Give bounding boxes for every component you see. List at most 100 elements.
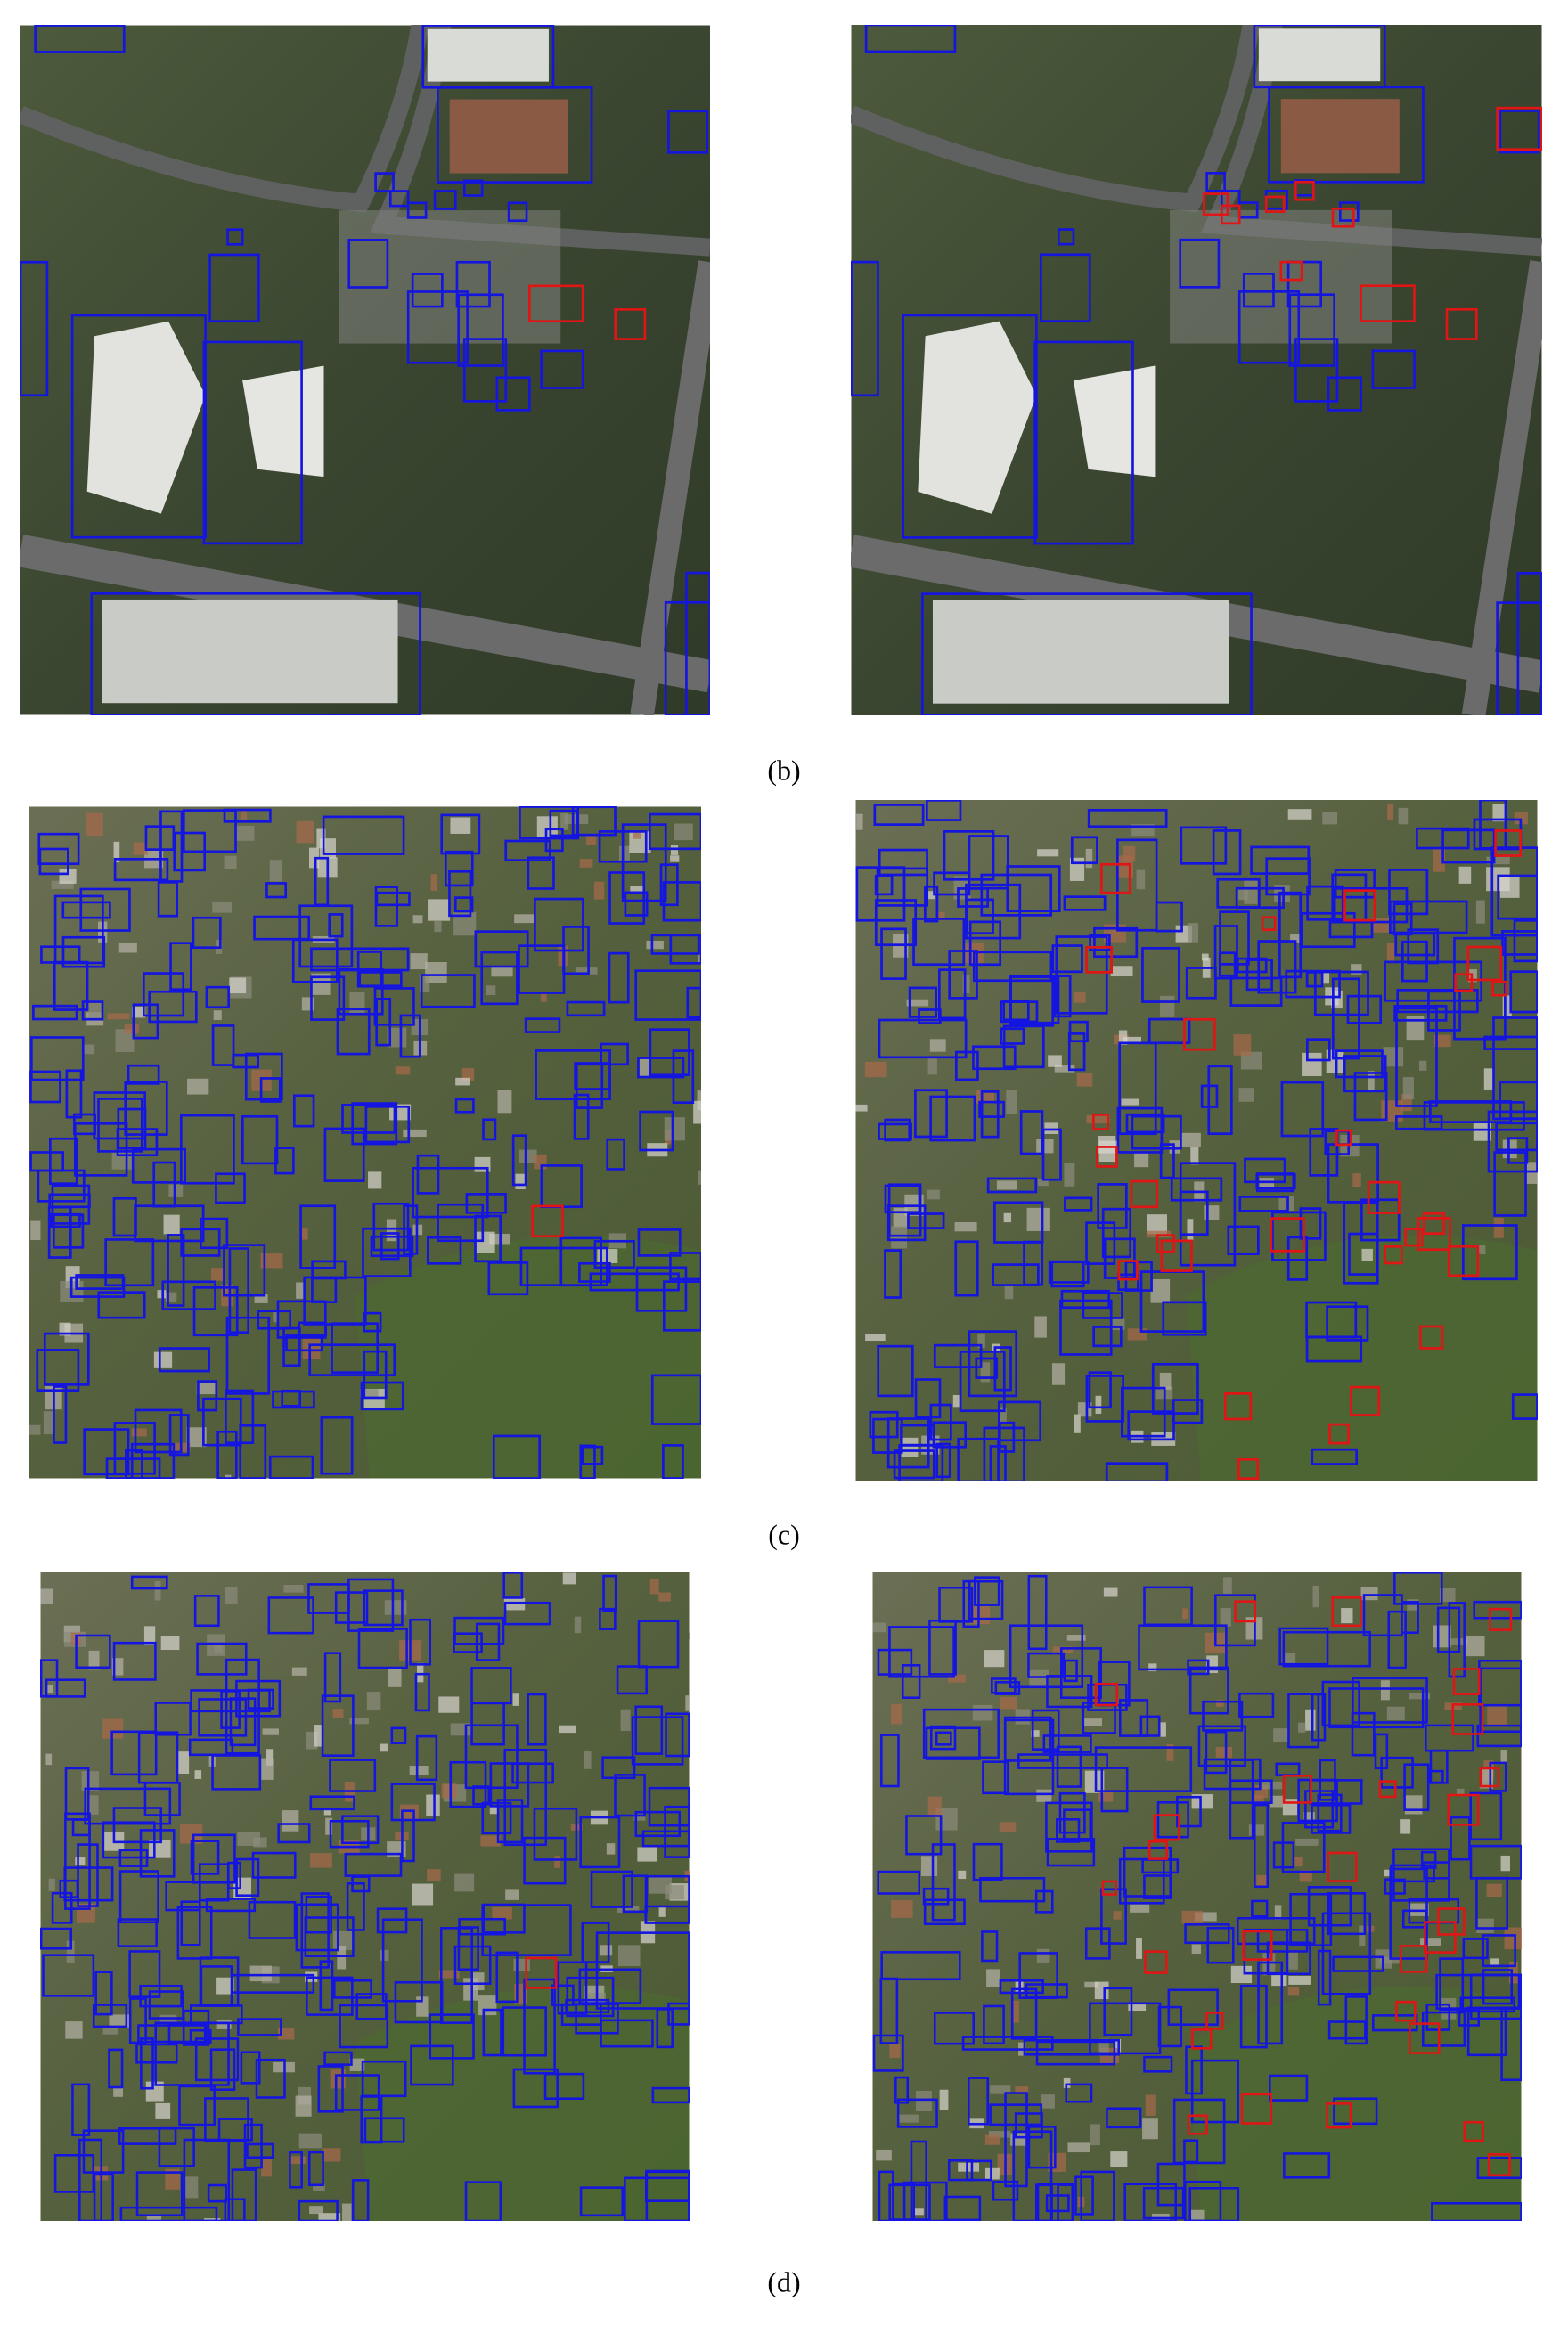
rooftop	[309, 2206, 323, 2215]
rooftop	[194, 1770, 202, 1779]
rooftop	[323, 1808, 331, 1816]
detection-box	[300, 1892, 330, 1969]
rooftop	[311, 973, 331, 995]
rooftop	[1084, 1981, 1099, 1988]
detection-box	[437, 1203, 485, 1243]
detection-box	[1220, 204, 1241, 225]
rooftop	[318, 2213, 341, 2221]
detection-box	[878, 2170, 894, 2221]
rooftop	[379, 1743, 388, 1752]
rooftop	[893, 1207, 908, 1228]
detection-box	[1017, 1753, 1108, 1769]
detection-box	[495, 1951, 519, 2004]
rooftop	[81, 1771, 100, 1791]
detection-box	[1499, 1081, 1538, 1121]
rooftop	[962, 975, 970, 994]
rooftop	[1238, 1088, 1254, 1102]
detection-box	[481, 1801, 512, 1835]
detection-box	[1328, 1423, 1350, 1445]
rooftop	[1402, 1077, 1414, 1100]
detection-box	[1278, 1627, 1329, 1666]
detection-box	[1441, 828, 1496, 864]
rooftop	[82, 1044, 95, 1055]
rooftop	[1110, 966, 1133, 977]
rooftop	[920, 1856, 938, 1876]
detection-box	[1176, 1795, 1202, 1828]
detection-box	[1191, 2028, 1213, 2050]
detection-box	[130, 1575, 168, 1590]
detection-box	[649, 812, 701, 851]
detection-box	[137, 1731, 179, 1784]
detection-box	[523, 1836, 567, 1885]
detection-box	[634, 1705, 664, 1755]
rooftop	[620, 1709, 631, 1732]
rooftop	[1418, 1060, 1427, 1071]
detection-box	[1180, 826, 1228, 865]
detection-box	[855, 866, 906, 922]
panel-caption: (d)	[767, 2265, 800, 2297]
detection-box	[265, 882, 288, 899]
rooftop	[337, 1946, 347, 1970]
rooftop	[1458, 866, 1472, 884]
detection-box	[295, 1903, 339, 1952]
detection-box	[416, 1154, 440, 1195]
detection-box	[886, 1417, 930, 1469]
building	[86, 321, 206, 514]
detection-box	[97, 1098, 143, 1153]
detection-box	[1139, 1715, 1161, 1737]
rooftop	[296, 1282, 306, 1299]
detection-box	[531, 1204, 564, 1238]
rooftop	[1256, 1874, 1268, 1888]
detection-box	[157, 881, 179, 918]
rooftop	[489, 1807, 498, 1815]
rooftop	[865, 1334, 886, 1342]
detection-box	[525, 1956, 558, 1989]
detection-box	[119, 2206, 218, 2221]
rooftop	[1525, 1162, 1538, 1184]
rooftop	[670, 855, 680, 862]
detection-box	[1096, 1146, 1118, 1168]
detection-box	[650, 934, 700, 955]
detection-box	[873, 804, 925, 826]
detection-box	[601, 1756, 636, 1780]
detection-box	[454, 1098, 475, 1114]
detection-box	[1218, 951, 1237, 977]
detection-box	[877, 1870, 921, 1895]
rooftop	[1490, 1958, 1499, 1965]
detection-box	[639, 1110, 674, 1152]
satellite-image	[855, 800, 1538, 1481]
rooftop	[1090, 2124, 1100, 2146]
rooftop	[593, 881, 605, 900]
detection-box	[235, 1857, 260, 1897]
rooftop	[1086, 1114, 1110, 1124]
detection-box	[884, 1249, 902, 1299]
detection-box	[108, 2048, 124, 2089]
detection-box	[1179, 238, 1221, 289]
detection-box	[426, 1236, 462, 1265]
detection-box	[566, 1000, 606, 1017]
detection-box	[308, 1343, 396, 1376]
rooftop	[212, 901, 233, 913]
rooftop	[988, 2131, 1010, 2138]
detection-box	[374, 886, 398, 927]
rooftop	[249, 1965, 272, 1982]
detection-box	[957, 887, 989, 908]
detection-box	[1153, 1814, 1180, 1841]
detection-box	[215, 1172, 246, 1204]
rooftop	[241, 809, 247, 823]
detection-box	[1059, 1647, 1102, 1699]
rooftop	[420, 975, 430, 992]
detection-box	[1227, 1225, 1260, 1255]
detection-box	[578, 1968, 642, 2004]
detection-box	[523, 1978, 556, 2075]
rooftop	[1098, 1791, 1114, 1802]
detection-box	[240, 2051, 261, 2085]
detection-box	[448, 869, 472, 918]
detection-box	[1251, 1899, 1269, 1918]
rooftop	[349, 1718, 369, 1725]
detection-box	[1118, 1041, 1157, 1136]
detection-box	[134, 1204, 205, 1243]
detection-box	[650, 1374, 701, 1425]
rooftop	[1360, 1587, 1378, 1601]
detection-box	[78, 2138, 103, 2221]
